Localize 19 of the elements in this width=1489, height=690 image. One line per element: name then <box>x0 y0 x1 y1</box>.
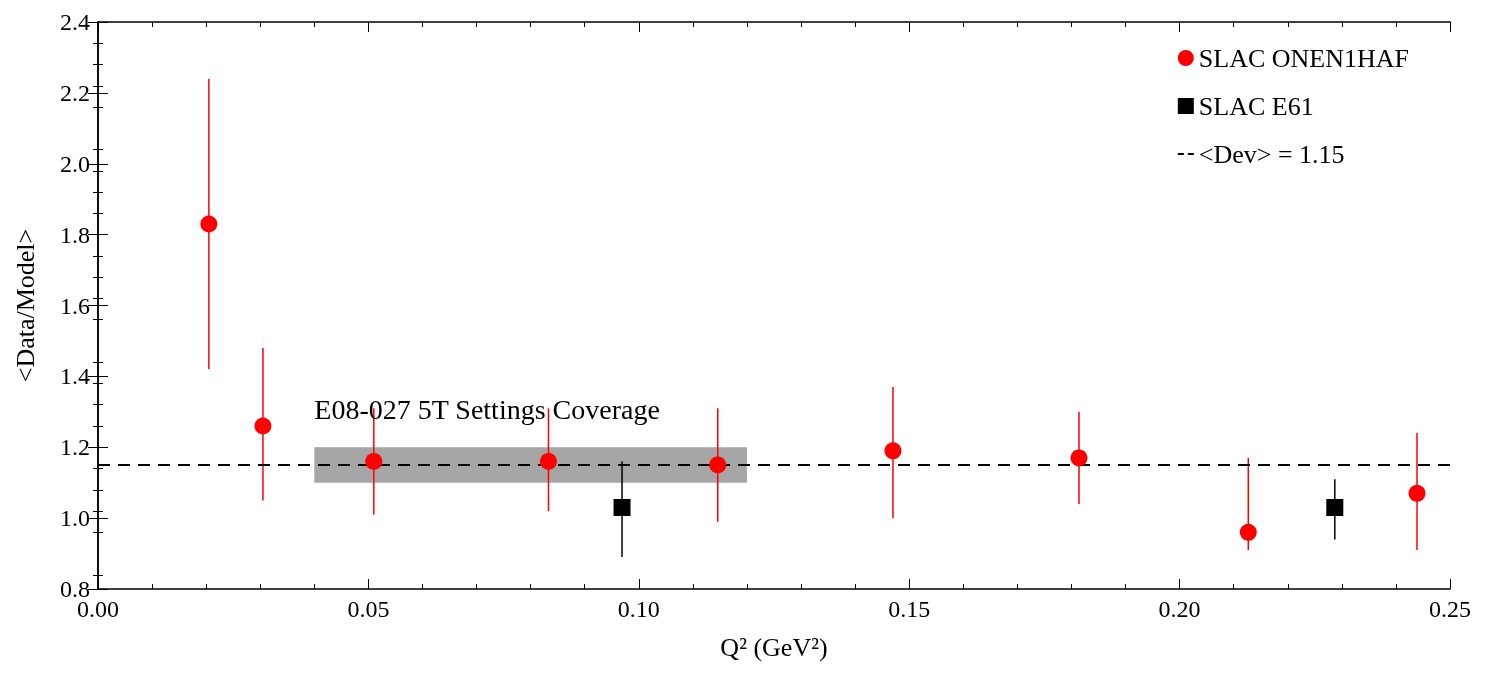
x-tick-label: 0.05 <box>347 596 390 622</box>
annotation: E08-027 5T Settings Coverage <box>314 393 660 425</box>
legend-label: SLAC ONEN1HAF <box>1198 43 1409 73</box>
x-tick-label: 0.20 <box>1158 596 1201 622</box>
y-tick-label: 2.4 <box>60 9 90 35</box>
y-tick-label: 1.0 <box>60 505 90 532</box>
y-axis-title: <Data/Model> <box>10 228 40 383</box>
x-tick-label: 0.25 <box>1429 596 1471 622</box>
y-tick-label: 1.4 <box>60 363 90 390</box>
y-tick-label: 2.2 <box>60 79 90 106</box>
x-tick-label: 0.15 <box>888 596 931 622</box>
y-tick-label: 2.0 <box>60 150 90 177</box>
y-tick-label: 1.6 <box>60 292 90 319</box>
x-tick-label: 0.10 <box>617 596 660 622</box>
x-axis-title: Q² (GeV²) <box>720 632 828 662</box>
legend-label: SLAC E61 <box>1198 91 1314 121</box>
y-tick-label: 1.2 <box>60 434 90 461</box>
legend-label: <Dev> = 1.15 <box>1198 139 1345 169</box>
y-tick-label: 1.8 <box>60 221 90 248</box>
